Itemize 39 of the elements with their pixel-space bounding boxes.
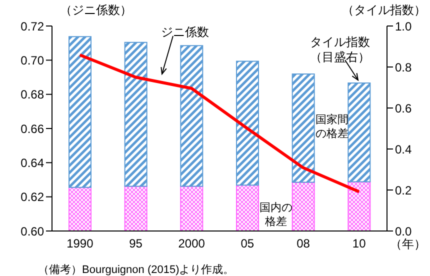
annotation: 国家間の格差 [316, 113, 348, 140]
bar [236, 184, 259, 231]
bar [68, 36, 92, 188]
annotation: ジニ係数 [161, 25, 209, 39]
y2-tick-label: 0.6 [395, 101, 412, 116]
y-tick-label: 0.60 [20, 224, 44, 238]
y-tick-label: 0.70 [20, 53, 44, 68]
y2-tick-label: 0.8 [395, 60, 412, 74]
bar [292, 73, 315, 183]
bar [180, 45, 204, 187]
x-axis-title: （年） [390, 237, 426, 251]
x-tick-label: 08 [296, 236, 310, 251]
bar [348, 181, 371, 231]
y2-tick-label: 1.0 [395, 19, 412, 34]
bar [124, 42, 148, 187]
y-tick-label: 0.68 [20, 88, 44, 102]
x-tick-label: 1990 [66, 236, 94, 251]
y2-tick-label: 0.0 [395, 224, 412, 238]
y2-tick-label: 0.2 [395, 183, 412, 198]
y-tick-label: 0.64 [20, 156, 44, 170]
y2-tick-label: 0.4 [395, 142, 412, 156]
y-tick-label: 0.66 [20, 122, 44, 136]
bar [124, 186, 148, 231]
x-tick-label: 10 [352, 236, 366, 251]
x-tick-label: 2000 [178, 236, 206, 251]
bar [236, 60, 259, 186]
y-tick-label: 0.72 [20, 19, 44, 34]
y-axis-title: （ジニ係数） [60, 3, 132, 17]
text: （備考）Bourguignon (2015)より作成。 [38, 263, 234, 276]
y2-axis-title: （タイル指数） [342, 3, 426, 17]
bar [292, 182, 315, 231]
bar [180, 186, 204, 231]
bar [348, 82, 371, 182]
x-tick-label: 05 [240, 236, 254, 251]
annotation: タイル指数（目盛右） [310, 35, 370, 64]
annotation: 国内の格差 [260, 201, 292, 228]
x-tick-label: 95 [129, 236, 143, 251]
bar [68, 186, 92, 231]
y-tick-label: 0.62 [20, 190, 44, 204]
